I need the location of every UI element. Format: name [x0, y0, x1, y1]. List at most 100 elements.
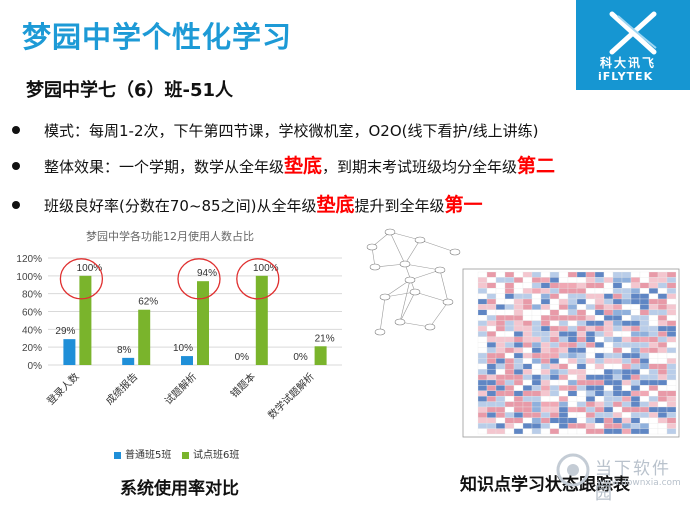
table-cell — [576, 293, 587, 300]
table-cell — [576, 325, 587, 332]
table-cell — [549, 385, 560, 391]
graph-edge — [399, 279, 411, 323]
table-cell — [585, 358, 596, 364]
table-cell — [612, 277, 623, 283]
table-cell — [549, 304, 560, 310]
table-cell — [666, 401, 677, 408]
table-cell — [630, 271, 641, 278]
table-cell — [522, 358, 533, 364]
table-cell — [657, 363, 668, 370]
table-cell — [477, 423, 488, 429]
table-cell — [576, 374, 587, 381]
knowledge-graph-image — [366, 228, 461, 336]
table-cell — [495, 379, 506, 386]
table-cell — [522, 288, 533, 294]
table-cell — [504, 288, 515, 294]
table-cell — [585, 412, 596, 418]
table-cell — [576, 396, 587, 402]
table-cell — [495, 358, 506, 364]
table-cell — [576, 369, 587, 375]
table-cell — [477, 342, 488, 348]
table-cell — [585, 401, 596, 408]
table-cell — [621, 423, 632, 429]
table-cell — [558, 347, 569, 354]
table-cell — [612, 428, 623, 435]
table-cell — [549, 401, 560, 408]
table-cell — [477, 271, 488, 278]
table-cell — [639, 412, 650, 418]
table-cell — [603, 352, 614, 359]
table-cell — [621, 390, 632, 397]
right-caption: 知识点学习状态跟踪表 — [460, 475, 630, 495]
table-cell — [594, 401, 605, 408]
table-cell — [621, 298, 632, 305]
table-cell — [576, 379, 587, 386]
table-cell — [567, 347, 578, 354]
table-cell — [621, 406, 632, 413]
table-cell — [504, 423, 515, 429]
table-cell — [477, 293, 488, 300]
table-cell — [558, 385, 569, 391]
table-cell — [630, 358, 641, 364]
highlight-text: 垫底 — [284, 155, 323, 177]
table-cell — [603, 277, 614, 283]
table-cell — [486, 347, 497, 354]
table-cell — [549, 352, 560, 359]
table-cell — [504, 304, 515, 310]
table-cell — [567, 396, 578, 402]
table-cell — [576, 390, 587, 397]
table-cell — [612, 396, 623, 402]
table-cell — [540, 309, 551, 316]
table-cell — [594, 342, 605, 348]
table-cell — [558, 336, 569, 343]
table-cell — [603, 358, 614, 364]
table-cell — [621, 417, 632, 424]
table-cell — [486, 325, 497, 332]
table-cell — [558, 288, 569, 294]
table-cell — [549, 390, 560, 397]
table-cell — [576, 417, 587, 424]
table-cell — [657, 282, 668, 289]
table-cell — [639, 304, 650, 310]
table-cell — [531, 369, 542, 375]
table-cell — [666, 320, 677, 327]
table-cell — [531, 304, 542, 310]
table-cell — [558, 320, 569, 327]
table-cell — [648, 385, 659, 391]
table-cell — [558, 352, 569, 359]
table-cell — [495, 320, 506, 327]
table-cell — [531, 277, 542, 283]
table-cell — [648, 423, 659, 429]
table-cell — [657, 293, 668, 300]
usage-bar-chart: 0% 20% 40% 60% 80% 100% 120% 29% 100% 登录人数 8% 62% 成绩… — [16, 254, 342, 422]
table-cell — [567, 352, 578, 359]
data-label: 100% — [253, 263, 279, 274]
table-cell — [549, 336, 560, 343]
graph-edge — [414, 291, 449, 303]
legend-item-series1: 普通班5班 — [114, 446, 171, 461]
watermark: 当下软件园 www.downxia.com — [555, 448, 685, 504]
table-cell — [585, 320, 596, 327]
table-cell — [567, 271, 578, 278]
table-cell — [549, 331, 560, 337]
table-cell — [621, 358, 632, 364]
table-cell — [603, 293, 614, 300]
table-cell — [603, 347, 614, 354]
graph-node — [366, 243, 378, 251]
graph-node — [374, 328, 386, 336]
table-cell — [513, 342, 524, 348]
table-cell — [666, 417, 677, 424]
table-cell — [477, 390, 488, 397]
table-cell — [504, 379, 515, 386]
table-cell — [522, 315, 533, 321]
legend-item-series2: 试点班6班 — [182, 446, 239, 461]
table-cell — [522, 428, 533, 435]
x-tick-label: 登录人数 — [44, 370, 81, 407]
slide-title: 梦园中学个性化学习 — [22, 20, 293, 54]
table-cell — [477, 369, 488, 375]
table-cell — [522, 369, 533, 375]
table-cell — [540, 288, 551, 294]
table-cell — [504, 282, 515, 289]
table-cell — [666, 309, 677, 316]
table-cell — [594, 406, 605, 413]
